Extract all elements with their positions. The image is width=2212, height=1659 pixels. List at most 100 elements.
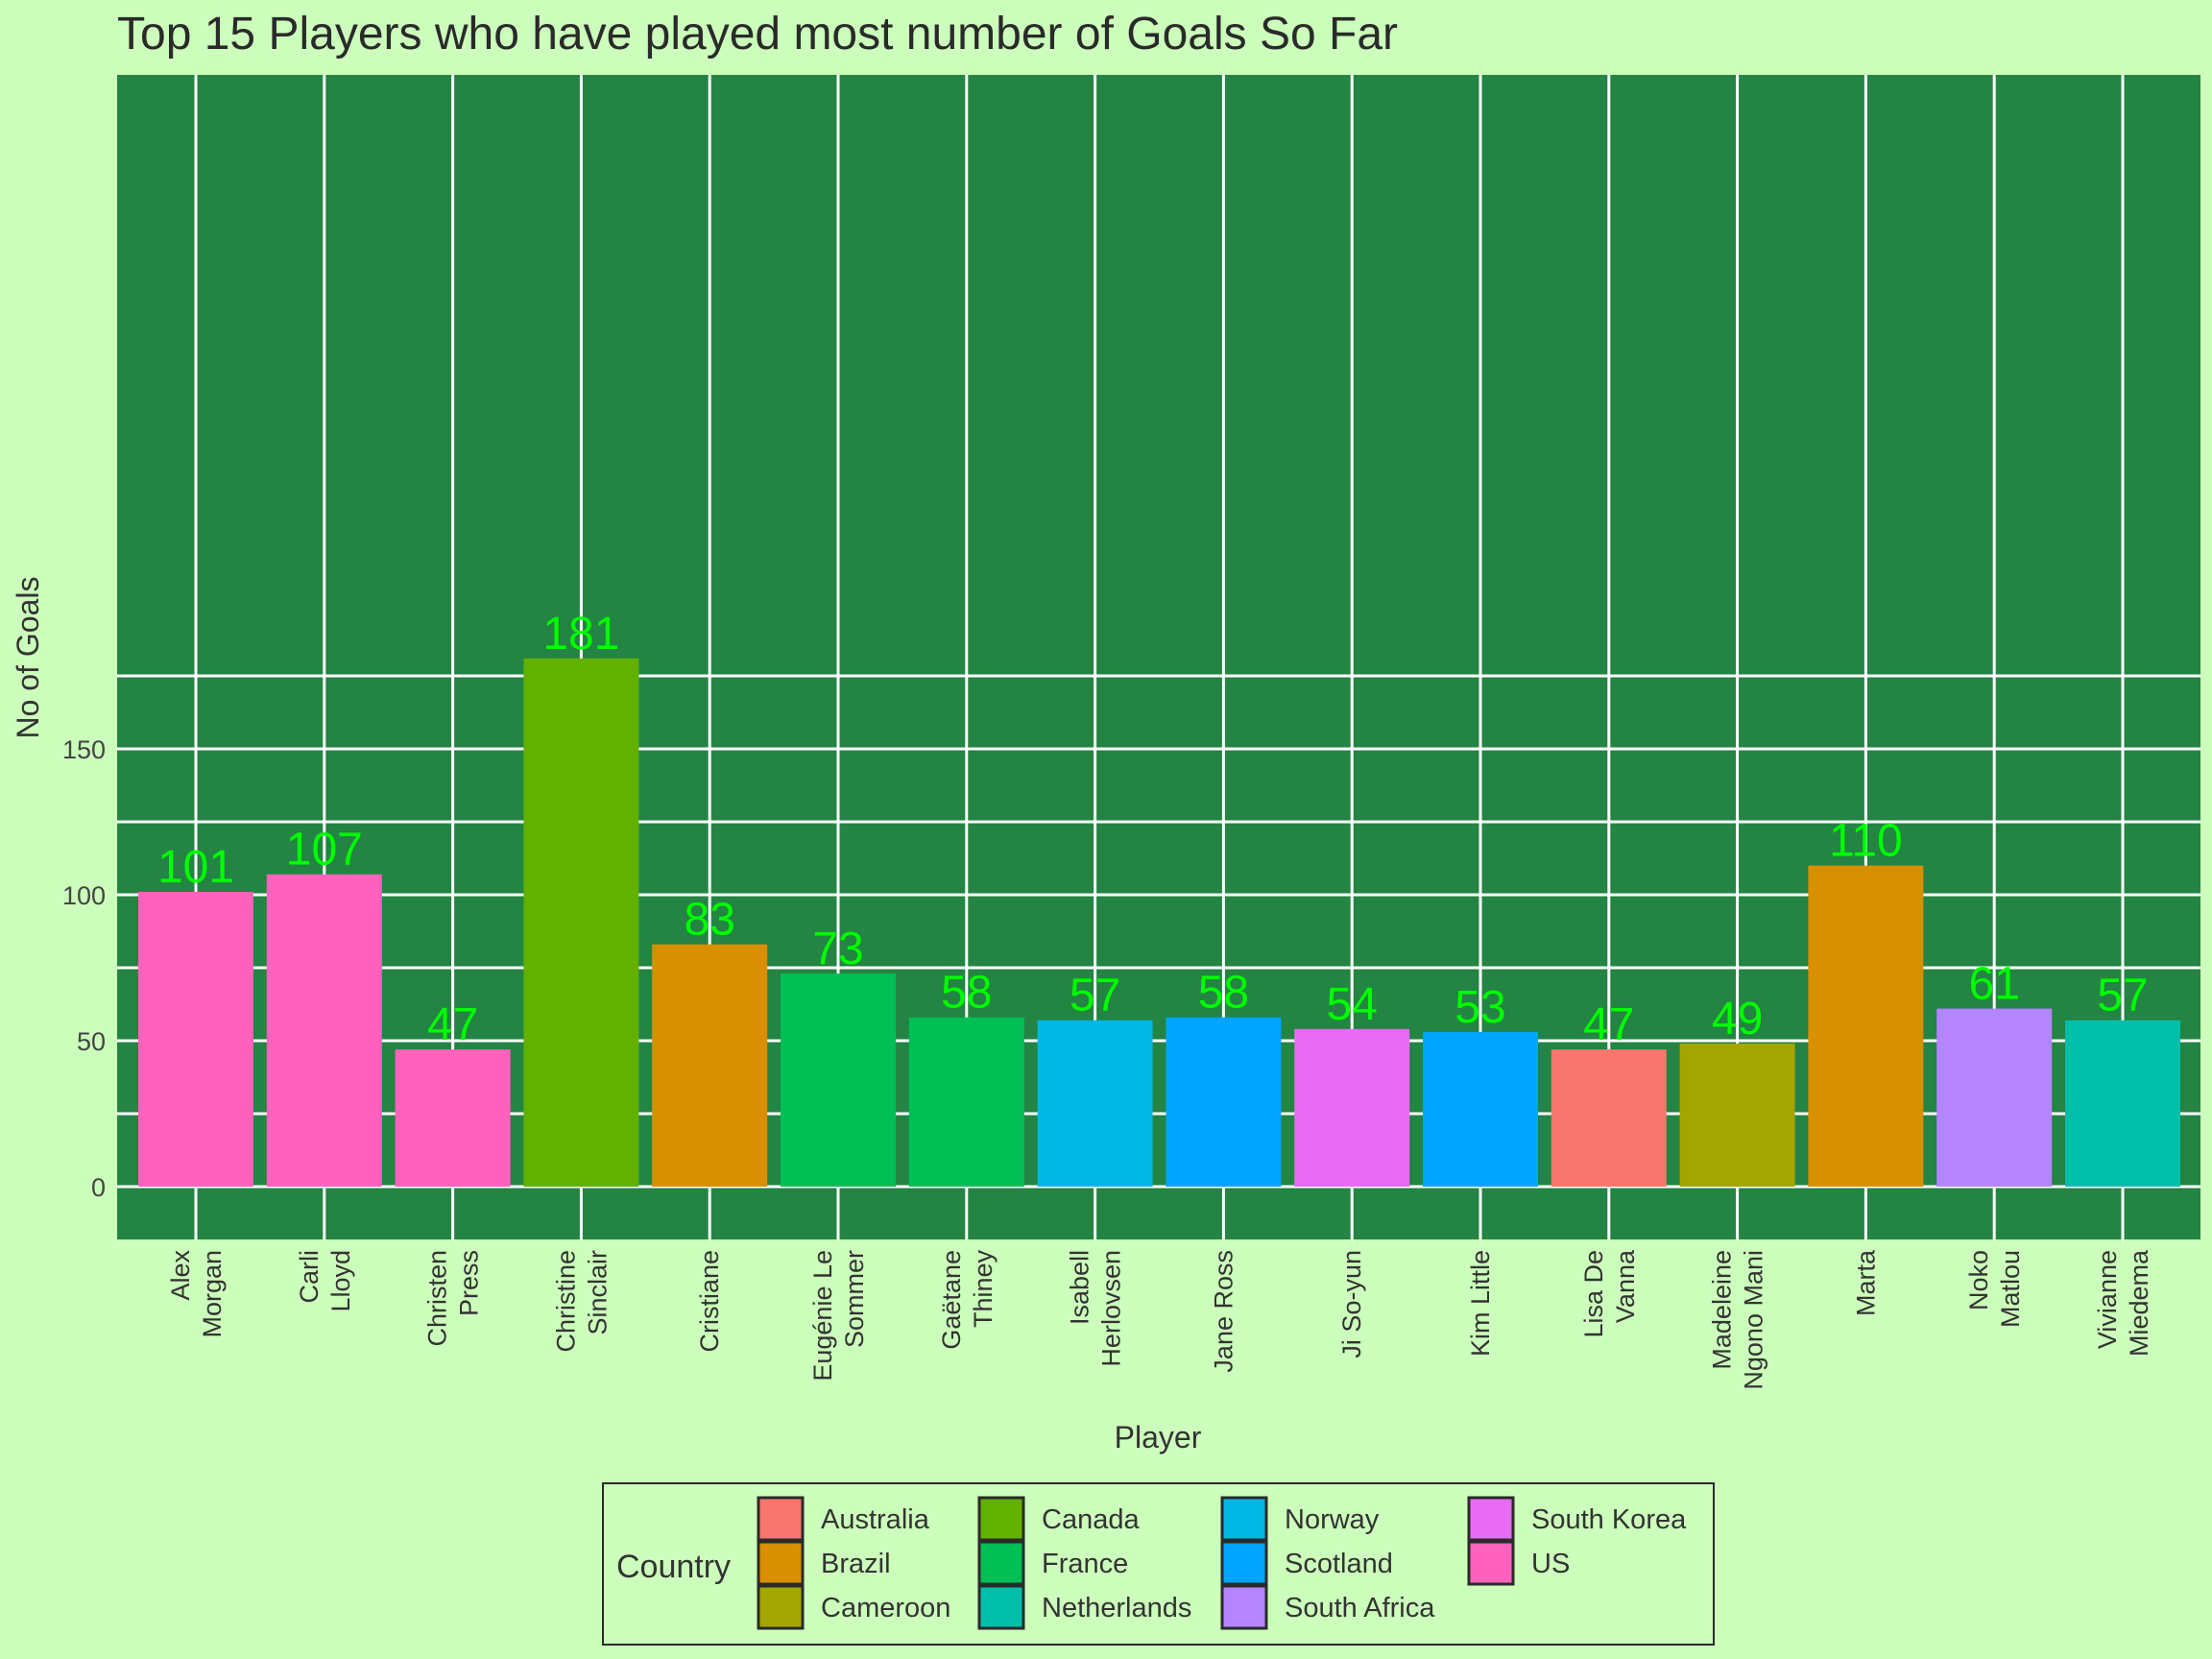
x-tick-label-line: Lisa De [1579, 1250, 1608, 1338]
bar [523, 658, 639, 1187]
y-tick-label: 50 [77, 1027, 106, 1056]
x-tick-label: Gaëtane Thiney [937, 1250, 998, 1350]
legend-swatch [757, 1584, 805, 1630]
bar [908, 1017, 1024, 1187]
x-tick-label: Noko Matlou [1964, 1250, 2025, 1328]
legend-label: Australia [821, 1504, 930, 1535]
legend-label: Cameroon [821, 1593, 950, 1623]
x-tick-label: Madeleine Ngono Mani [1708, 1250, 1768, 1390]
x-tick-label-line: Jane Ross [1209, 1250, 1238, 1373]
legend-swatch [977, 1584, 1025, 1630]
x-tick-label-line: Cristiane [695, 1250, 724, 1353]
legend-swatch [1220, 1540, 1268, 1586]
legend-label: Norway [1285, 1504, 1380, 1535]
data-label: 49 [1712, 994, 1763, 1045]
legend-label: Brazil [821, 1549, 891, 1579]
y-tick-label: 0 [91, 1173, 106, 1202]
x-tick-label: Ji So-yun [1337, 1250, 1366, 1358]
data-label: 73 [812, 924, 863, 974]
data-labels: 101 107 47 181 83 73 58 57 58 54 53 47 49 110 61 57 [157, 609, 2149, 1050]
x-tick-label-line: Vivianne [2093, 1250, 2122, 1349]
chart-title: Top 15 Players who have played most numb… [117, 9, 1398, 60]
x-tick-label-line: Press [455, 1250, 484, 1316]
legend-item: France [977, 1540, 1128, 1586]
x-axis-title: Player [1115, 1420, 1202, 1455]
legend-label: Netherlands [1042, 1593, 1191, 1623]
legend-swatch [1467, 1540, 1515, 1586]
legend-swatch [1220, 1496, 1268, 1542]
x-tick-label-line: Eugénie Le [808, 1250, 837, 1382]
data-label: 181 [542, 609, 619, 660]
x-tick-label-line: Morgan [198, 1250, 227, 1338]
legend-item: Australia [757, 1496, 930, 1542]
bar [1037, 1020, 1153, 1187]
x-tick-label: Carli Lloyd [295, 1250, 355, 1312]
data-label: 101 [157, 842, 234, 893]
legend-swatch [977, 1496, 1025, 1542]
x-tick-label-line: Lloyd [326, 1250, 355, 1312]
data-label: 53 [1455, 982, 1505, 1033]
legend-swatch [757, 1496, 805, 1542]
legend-swatch [1467, 1496, 1515, 1542]
gridlines [117, 75, 2200, 1239]
legend-swatch [1220, 1584, 1268, 1630]
x-tick-label-line: Gaëtane [937, 1250, 966, 1350]
legend-title: Country [616, 1549, 731, 1585]
legend-item: South Africa [1220, 1584, 1435, 1630]
x-axis-ticks: Alex Morgan Carli Lloyd Christen Press Christi… [166, 1249, 2153, 1390]
x-tick-label-line: Sommer [840, 1250, 869, 1348]
bar [1936, 1008, 2053, 1187]
legend-item: US [1467, 1540, 1570, 1586]
bar [395, 1049, 511, 1187]
data-label: 83 [685, 895, 735, 946]
x-tick-label-line: Sinclair [583, 1250, 612, 1335]
bar [1423, 1031, 1538, 1187]
x-tick-label-line: Carli [295, 1250, 324, 1304]
x-tick-label: Jane Ross [1209, 1250, 1238, 1373]
legend-box [602, 1482, 1715, 1646]
data-label: 54 [1327, 979, 1378, 1030]
x-tick-label: Kim Little [1466, 1250, 1495, 1357]
bar [1551, 1049, 1667, 1187]
x-tick-label: Vivianne Miedema [2093, 1249, 2153, 1357]
bar [138, 891, 253, 1187]
legend-label: South Korea [1531, 1504, 1687, 1535]
bar [1679, 1044, 1795, 1187]
x-tick-label-line: Vanna [1611, 1249, 1640, 1323]
legend-label: South Africa [1285, 1593, 1435, 1623]
bar [2065, 1020, 2180, 1187]
legend-swatch [977, 1540, 1025, 1586]
data-label: 61 [1969, 959, 2020, 1010]
bar [1294, 1028, 1410, 1187]
legend-items: Australia Brazil Cameroon Canada France Nethe… [757, 1496, 1687, 1630]
legend-item: Brazil [757, 1540, 891, 1586]
x-tick-label-line: Isabell [1066, 1250, 1094, 1325]
bar [781, 974, 896, 1187]
x-tick-label-line: Madeleine [1708, 1250, 1737, 1370]
legend-label: France [1042, 1549, 1128, 1579]
data-label: 57 [1070, 971, 1120, 1022]
x-tick-label-line: Herlovsen [1097, 1250, 1126, 1367]
x-tick-label-line: Kim Little [1466, 1250, 1495, 1357]
x-tick-label: Marta [1851, 1249, 1880, 1316]
y-axis-title: No of Goals [11, 577, 45, 739]
x-tick-label-line: Matlou [1996, 1250, 2025, 1328]
legend-item: Norway [1220, 1496, 1380, 1542]
legend-item: Cameroon [757, 1584, 950, 1630]
y-axis-ticks: 0 50 100 150 [62, 735, 106, 1202]
legend: Country Australia Brazil Cameroon Canada Fra… [602, 1482, 1715, 1646]
bar [652, 944, 768, 1187]
x-tick-label-line: Alex [166, 1250, 195, 1301]
data-label: 107 [286, 825, 363, 876]
x-tick-label: Lisa De Vanna [1579, 1249, 1640, 1338]
bars [138, 658, 2180, 1187]
legend-item: Canada [977, 1496, 1140, 1542]
x-tick-label: Alex Morgan [166, 1250, 227, 1338]
data-label: 110 [1829, 816, 1903, 867]
data-label: 47 [1583, 999, 1634, 1050]
legend-swatch [757, 1540, 805, 1586]
x-tick-label-line: Christen [423, 1250, 452, 1347]
data-label: 47 [427, 999, 478, 1050]
legend-item: South Korea [1467, 1496, 1687, 1542]
